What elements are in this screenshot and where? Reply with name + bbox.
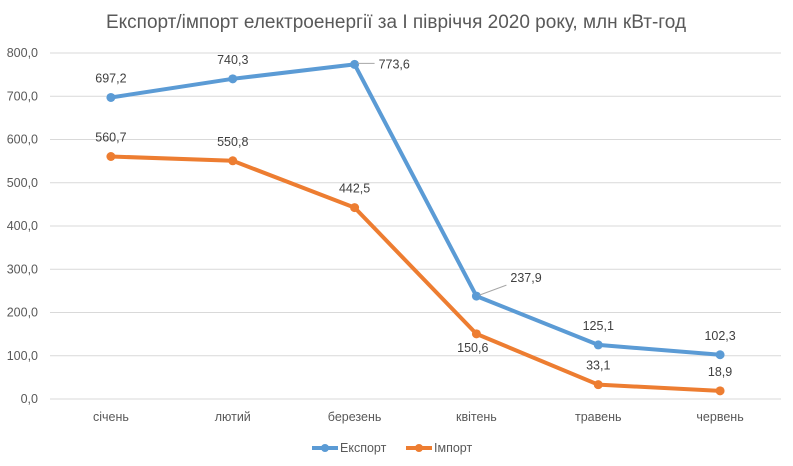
y-tick-label: 400,0: [7, 219, 38, 233]
data-point: [350, 203, 360, 213]
data-label: 442,5: [339, 182, 370, 196]
data-point: [715, 350, 725, 360]
y-axis: 0,0 100,0 200,0 300,0 400,0 500,0 600,0 700,0 80…: [7, 46, 38, 406]
chart-title: Експорт/імпорт електроенергії за І піврі…: [106, 12, 686, 33]
y-tick-label: 500,0: [7, 176, 38, 190]
x-tick-label: березень: [328, 410, 382, 424]
x-tick-label: червень: [696, 410, 743, 424]
data-label: 773,6: [379, 57, 410, 71]
data-point: [715, 386, 725, 396]
x-tick-label: лютий: [215, 410, 251, 424]
data-point: [350, 59, 360, 69]
legend-item-Експорт: Експорт: [312, 441, 387, 455]
label-leader-line: [479, 284, 507, 296]
x-tick-label: січень: [93, 410, 129, 424]
y-tick-label: 200,0: [7, 306, 38, 320]
data-label: 33,1: [586, 359, 610, 373]
x-tick-label: квітень: [456, 410, 497, 424]
legend-label: Експорт: [340, 441, 387, 455]
y-tick-label: 700,0: [7, 89, 38, 103]
x-tick-label: травень: [575, 410, 622, 424]
series-line: [108, 62, 723, 357]
data-point: [471, 329, 481, 339]
y-tick-label: 100,0: [7, 349, 38, 363]
legend-item-Імпорт: Імпорт: [406, 441, 472, 455]
data-label: 560,7: [95, 130, 126, 144]
data-point: [106, 151, 116, 161]
x-axis: січень лютий березень квітень травень червень: [93, 410, 744, 424]
data-label: 125,1: [583, 319, 614, 333]
y-tick-label: 0,0: [21, 392, 38, 406]
data-point: [593, 380, 603, 390]
gridlines: [50, 52, 781, 400]
legend: Експорт Імпорт: [312, 441, 472, 455]
y-tick-label: 300,0: [7, 262, 38, 276]
data-point: [106, 92, 116, 102]
data-label: 150,6: [457, 341, 488, 355]
series-line: [108, 154, 723, 393]
legend-label: Імпорт: [434, 441, 472, 455]
series-group: 697,2 740,3 773,6 237,9 125,1 102,3 560,7 550,8…: [95, 53, 736, 396]
series-Імпорт: 560,7 550,8 442,5 150,6 33,1 18,9: [95, 130, 732, 396]
data-label: 237,9: [510, 271, 541, 285]
y-tick-label: 800,0: [7, 46, 38, 60]
legend-marker-icon: [415, 444, 423, 452]
data-label: 697,2: [95, 71, 126, 85]
data-point: [471, 291, 481, 301]
data-point: [228, 156, 238, 166]
y-tick-label: 600,0: [7, 133, 38, 147]
data-label: 18,9: [708, 365, 732, 379]
data-label: 102,3: [704, 329, 735, 343]
data-label: 550,8: [217, 135, 248, 149]
data-label: 740,3: [217, 53, 248, 67]
data-point: [593, 340, 603, 350]
legend-marker-icon: [321, 444, 329, 452]
series-Експорт: 697,2 740,3 773,6 237,9 125,1 102,3: [95, 53, 736, 360]
data-point: [228, 74, 238, 84]
